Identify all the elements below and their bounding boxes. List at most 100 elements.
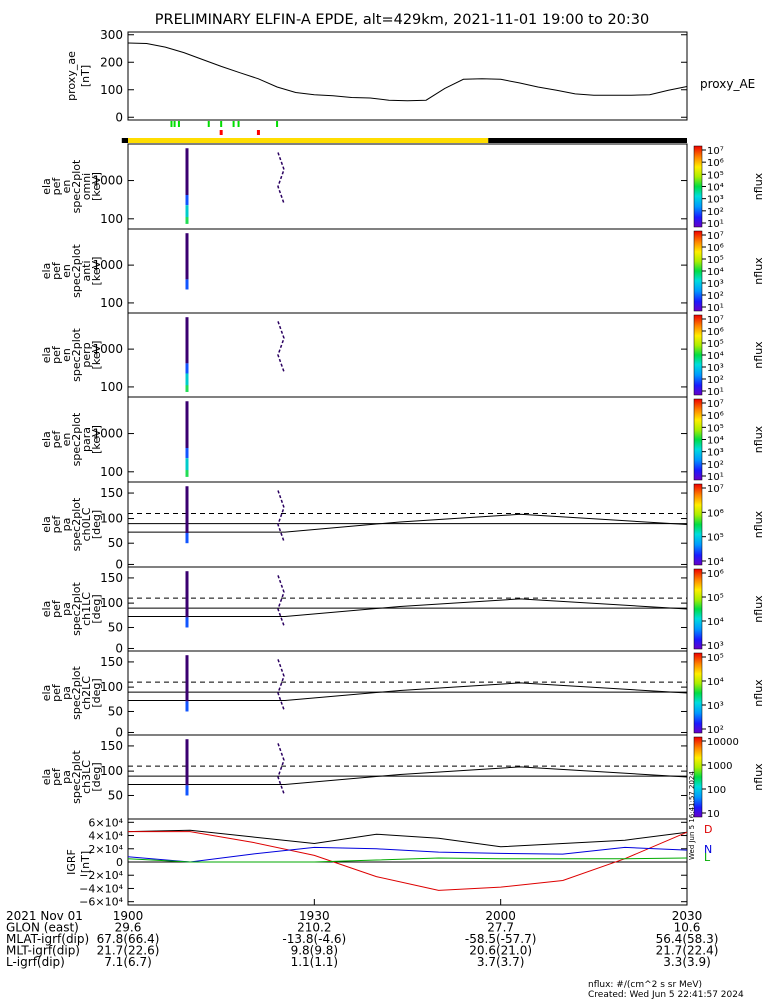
colorbar-tick-label: 10³ (707, 701, 724, 712)
colorbar-tick-label: 10⁴ (707, 436, 724, 447)
colorbar-tick-label: 10³ (707, 641, 724, 652)
spectro-streak-cyan (185, 373, 189, 387)
spectro-streak-green (185, 385, 189, 392)
footer-row-label: MLT-igrf(dip) (6, 944, 80, 958)
y-label-word: spec2plot (70, 582, 83, 636)
footer-cell: 3.7(3.7) (477, 955, 525, 969)
colorbar-tick-label: 10⁵ (707, 653, 724, 664)
colorbar-tick-label: 10⁵ (707, 255, 724, 266)
footer-cell: 10.6 (674, 921, 701, 935)
y-axis-label: IGRF [nT] (65, 849, 92, 875)
y-tick-label: 50 (108, 536, 123, 550)
sunlit-indicator-bar (121, 138, 687, 143)
y-tick-label: 100 (100, 465, 123, 479)
spectro-streak-green (185, 470, 189, 477)
y-label-word: pef (50, 683, 63, 702)
colorbar-tick-label: 10² (707, 291, 724, 302)
colorbar-tick-label: 10⁵ (707, 170, 724, 181)
flag-green (173, 121, 176, 127)
colorbar-tick-label: 10⁷ (707, 399, 724, 410)
legend-proxy-ae: proxy_AE (700, 77, 755, 91)
y-label-word: pa (60, 686, 73, 700)
y-label-word: pa (60, 518, 73, 532)
panel-pa_ch2: elapefpaspec2plotch2LC[deg]15010050010⁵1… (40, 650, 765, 739)
panel-frame (127, 481, 688, 568)
panel-frame (127, 312, 688, 398)
colorbar-tick-label: 10000 (707, 737, 739, 748)
footer-cell: 20.6(21.0) (469, 944, 532, 958)
y-label-word: en (60, 348, 73, 362)
y-tick-label: 0 (115, 557, 123, 571)
footer-cell: -13.8(-4.6) (282, 932, 346, 946)
colorbar-tick-label: 10³ (707, 363, 724, 374)
colorbar: 10⁵ 10⁴ 10³ 10² nflux (693, 652, 765, 736)
event-flags (170, 121, 279, 135)
y-tick-label: 100 (100, 680, 123, 694)
flag-green (177, 121, 180, 127)
y-tick-label: 4×10⁴ (88, 830, 123, 843)
y-label-word: [keV] (90, 425, 103, 454)
panel-pa_ch1: elapefpaspec2plotch1LC[deg]15010050010⁶1… (40, 566, 765, 655)
panel-pa_ch3: elapefpaspec2plotch3LC[deg]1501005010000… (40, 734, 765, 820)
footer-cell: 210.2 (297, 921, 331, 935)
spectro-streak-cyan (185, 458, 189, 472)
y-tick-label: 0 (116, 856, 123, 869)
footer-row-label: GLON (east) (6, 921, 79, 935)
colorbar-gradient (694, 399, 702, 480)
y-label-word: proxy_ae (65, 51, 78, 101)
y-label-word: [keV] (90, 257, 103, 286)
y-label-word: ch0LC (80, 507, 93, 541)
igrf-side-timestamp: Wed Jun 5 16:41:57 2024 (688, 771, 696, 860)
panel-frame (127, 396, 688, 483)
y-tick-label: 1000 (92, 427, 123, 441)
y-label-word: ch2LC (80, 676, 93, 710)
colorbar-gradient (694, 146, 702, 227)
spectro-event-scribble (277, 321, 285, 373)
colorbar-gradient (694, 653, 702, 733)
flag-green (232, 121, 235, 127)
y-tick-label: 0 (115, 110, 123, 124)
y-axis-label: proxy_ae [nT] (65, 51, 92, 101)
spectro-streak-blue (185, 195, 189, 206)
colorbar-gradient (694, 569, 702, 649)
y-tick-label: 150 (100, 655, 123, 669)
y-tick-label: 100 (100, 380, 123, 394)
y-tick-label: 100 (100, 764, 123, 778)
series-proxy-ae-line (127, 42, 688, 102)
y-tick-label: 0 (115, 725, 123, 739)
y-label-word: pef (50, 599, 63, 618)
shadow-segment (488, 138, 687, 143)
flag-green (220, 121, 223, 127)
y-tick-label: 1000 (92, 258, 123, 272)
loss-cone-curve (284, 598, 688, 618)
series-igrf-D (128, 831, 688, 891)
sunlit-segment (128, 138, 489, 143)
footer-cell: 3.3(3.9) (663, 955, 711, 969)
spectro-streak-blue (185, 617, 189, 628)
y-label-word: en (60, 433, 73, 447)
spectro-streak-purple (185, 655, 189, 702)
spectro-streak-blue (185, 279, 189, 290)
footer-cell: 1900 (113, 909, 144, 923)
panel-en_perp: elapefenspec2plotperp[keV]100010010⁷10⁶1… (40, 312, 765, 398)
panel-igrf: IGRF [nT] 6×10⁴4×10⁴2×10⁴0−2×10⁴−4×10⁴−6×1… (65, 771, 712, 909)
created-stamp: Created: Wed Jun 5 22:41:57 2024 (588, 990, 744, 1000)
colorbar-frame (693, 483, 703, 566)
panel-en_para: elapefenspec2plotpara[keV]100010010⁷10⁶1… (40, 396, 765, 483)
panel-pa_ch0: elapefpaspec2plotch0LC[deg]15010050010⁷1… (40, 481, 765, 571)
colorbar-tick-label: 10¹ (707, 303, 724, 314)
colorbar-tick-label: 10⁵ (707, 339, 724, 350)
colorbar-tick-label: 10¹ (707, 219, 724, 230)
colorbar-frame (693, 736, 703, 818)
colorbar-tick-label: 10⁷ (707, 231, 724, 242)
y-tick-label: 1000 (92, 174, 123, 188)
spectro-streak-blue (185, 533, 189, 544)
units-note: nflux: #/(cm^2 s sr MeV) (588, 980, 702, 990)
y-label-word: spec2plot (70, 412, 83, 466)
series-igrf-total (127, 829, 688, 848)
colorbar-tick-label: 10⁵ (707, 423, 724, 434)
footer-cell: 27.7 (487, 921, 514, 935)
y-tick-label: 150 (100, 739, 123, 753)
